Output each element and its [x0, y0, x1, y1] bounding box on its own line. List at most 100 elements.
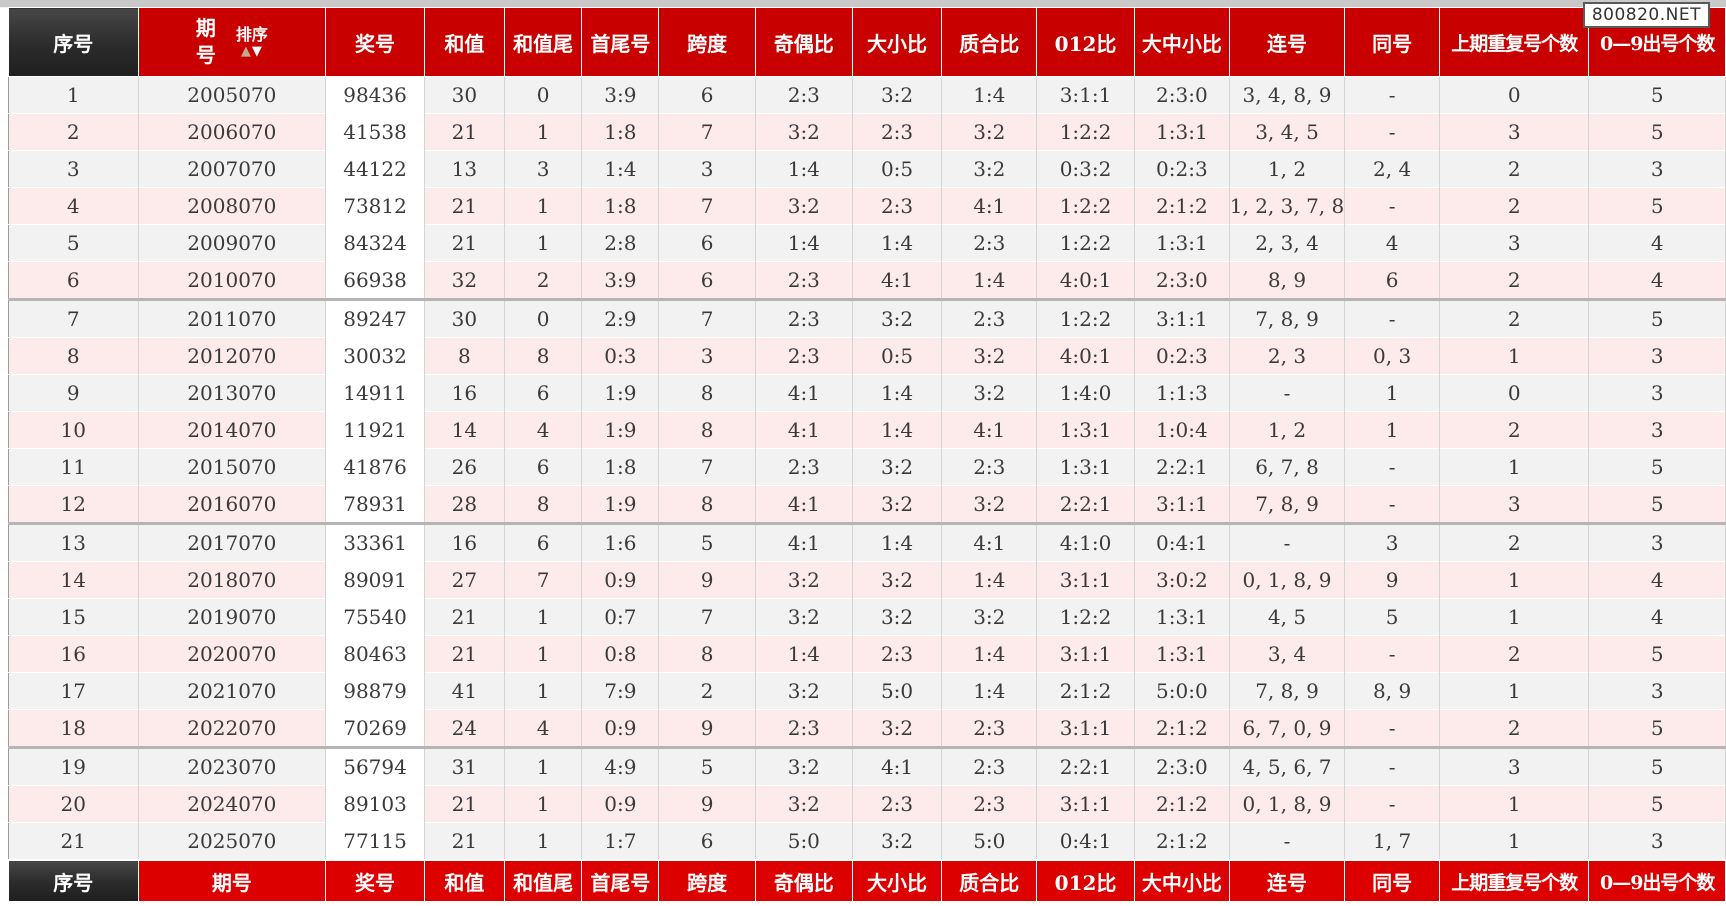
cell-tonghao: 4 [1344, 224, 1440, 262]
cell-kuadu: 7 [658, 448, 756, 486]
cell-daxiaobi: 2:3 [852, 187, 943, 225]
cell-jianghao: 33361 [325, 522, 425, 562]
cell-jianghao: 77115 [325, 822, 425, 860]
cell-chuhaogeshu: 3 [1588, 411, 1726, 449]
sort-descending-icon[interactable]: ▼ [251, 43, 263, 59]
cell-jioubi: 4:1 [755, 411, 853, 449]
header-row: 序号期号排序 ▲▼ 奖号 和值 和值尾 首尾号 跨度 奇偶比 大小比 质合比 012比 大中小比 连号同… [8, 7, 1726, 77]
cell-qihao: 2025070 [138, 822, 327, 860]
cell-shouweihao: 7:9 [581, 672, 660, 710]
footer-row: 序号 期号 奖号 和值 和值尾 首尾号 跨度 奇偶比 大小比 质合比 012比 大中小比 连号 同号 上期重… [8, 859, 1726, 902]
cell-lianhao: 3, 4, 5 [1229, 113, 1346, 151]
cell-jioubi: 1:4 [755, 224, 853, 262]
cell-daxiaobi: 3:2 [852, 485, 943, 524]
cell-lianhao: 7, 8, 9 [1229, 298, 1346, 338]
cell-tonghao: - [1344, 709, 1440, 748]
cell-zhihebi: 1:4 [941, 76, 1038, 114]
cell-qihao: 2010070 [138, 261, 327, 300]
cell-hezhiwei: 8 [504, 485, 583, 524]
cell-chuhaogeshu: 3 [1588, 374, 1726, 412]
cell-jianghao: 41538 [325, 113, 425, 151]
cell-lianhao: 4, 5 [1229, 598, 1346, 636]
cell-dazhongxiaobi: 1:3:1 [1134, 635, 1230, 673]
cell-kuadu: 3 [658, 150, 756, 188]
table-row: 18 2022070 70269 24 4 0:9 9 2:3 3:2 2:3 3:1:1 2:1:2… [8, 709, 1726, 748]
cell-hezhiwei: 8 [504, 337, 583, 375]
cell-qihao: 2011070 [138, 298, 327, 338]
sort-ascending-icon[interactable]: ▲ [240, 43, 252, 59]
table-header: 序号期号排序 ▲▼ 奖号 和值 和值尾 首尾号 跨度 奇偶比 大小比 质合比 012比 大中小比 连号同… [8, 7, 1726, 77]
cell-hezhiwei: 1 [504, 672, 583, 710]
cell-zhihebi: 3:2 [941, 113, 1038, 151]
cell-dazhongxiaobi: 3:0:2 [1134, 561, 1230, 599]
cell-daxiaobi: 4:1 [852, 746, 943, 786]
cell-jioubi: 3:2 [755, 598, 853, 636]
cell-hezhi: 21 [424, 635, 505, 673]
cell-chuhaogeshu: 3 [1588, 150, 1726, 188]
cell-dazhongxiaobi: 1:1:3 [1134, 374, 1230, 412]
cell-hezhiwei: 0 [504, 298, 583, 338]
cell-shangqichongfu: 1 [1439, 337, 1590, 375]
cell-chuhaogeshu: 3 [1588, 822, 1726, 860]
cell-hezhiwei: 1 [504, 598, 583, 636]
footer-header-dazhongxiaobi: 大中小比 [1133, 859, 1230, 902]
column-header-qihao[interactable]: 期号排序 ▲▼ [137, 7, 327, 77]
footer-header-kuadu: 跨度 [658, 859, 756, 902]
cell-lianhao: 8, 9 [1229, 261, 1346, 300]
cell-hezhiwei: 1 [504, 746, 583, 786]
column-header-daxiaobi: 大小比 [851, 7, 943, 77]
cell-hezhiwei: 2 [504, 261, 583, 300]
cell-qihao: 2016070 [138, 485, 327, 524]
cell-zhihebi: 3:2 [941, 150, 1038, 188]
cell-xuhao: 15 [8, 598, 139, 636]
cell-shangqichongfu: 2 [1439, 187, 1590, 225]
cell-kuadu: 9 [658, 785, 756, 823]
column-header-zhihebi: 质合比 [941, 7, 1038, 77]
cell-zhihebi: 5:0 [941, 822, 1038, 860]
cell-jioubi: 4:1 [755, 522, 853, 562]
cell-chuhaogeshu: 5 [1588, 485, 1726, 524]
cell-chuhaogeshu: 5 [1588, 187, 1726, 225]
cell-hezhi: 30 [424, 298, 505, 338]
cell-jioubi: 2:3 [755, 261, 853, 300]
cell-bi012: 4:0:1 [1036, 337, 1135, 375]
cell-tonghao: - [1344, 746, 1440, 786]
cell-hezhiwei: 1 [504, 635, 583, 673]
cell-qihao: 2009070 [138, 224, 327, 262]
cell-hezhi: 8 [424, 337, 505, 375]
cell-lianhao: 2, 3 [1229, 337, 1346, 375]
cell-tonghao: 5 [1344, 598, 1440, 636]
table-row: 11 2015070 41876 26 6 1:8 7 2:3 3:2 2:3 1:3:1 2:2:1… [8, 448, 1726, 486]
cell-chuhaogeshu: 5 [1588, 746, 1726, 786]
cell-lianhao: 7, 8, 9 [1229, 485, 1346, 524]
column-header-dazhongxiaobi: 大中小比 [1133, 7, 1230, 77]
cell-bi012: 3:1:1 [1036, 561, 1135, 599]
cell-chuhaogeshu: 4 [1588, 561, 1726, 599]
cell-bi012: 0:3:2 [1036, 150, 1135, 188]
cell-lianhao: 6, 7, 0, 9 [1229, 709, 1346, 748]
cell-xuhao: 3 [8, 150, 139, 188]
lottery-table: 序号期号排序 ▲▼ 奖号 和值 和值尾 首尾号 跨度 奇偶比 大小比 质合比 012比 大中小比 连号同… [8, 7, 1726, 902]
cell-jianghao: 44122 [325, 150, 425, 188]
cell-shangqichongfu: 3 [1439, 746, 1590, 786]
column-header-kuadu: 跨度 [658, 7, 756, 77]
cell-bi012: 3:1:1 [1036, 709, 1135, 748]
cell-jianghao: 78931 [325, 485, 425, 524]
cell-hezhi: 41 [424, 672, 505, 710]
cell-hezhiwei: 0 [504, 76, 583, 114]
cell-tonghao: 0, 3 [1344, 337, 1440, 375]
cell-qihao: 2012070 [138, 337, 327, 375]
cell-jianghao: 75540 [325, 598, 425, 636]
cell-kuadu: 2 [658, 672, 756, 710]
cell-dazhongxiaobi: 2:3:0 [1134, 746, 1230, 786]
cell-qihao: 2015070 [138, 448, 327, 486]
cell-jioubi: 2:3 [755, 709, 853, 748]
cell-daxiaobi: 3:2 [852, 448, 943, 486]
cell-dazhongxiaobi: 1:0:4 [1134, 411, 1230, 449]
cell-xuhao: 4 [8, 187, 139, 225]
sort-control[interactable]: 排序 ▲▼ [236, 26, 268, 59]
cell-daxiaobi: 1:4 [852, 411, 943, 449]
cell-shouweihao: 3:9 [581, 76, 660, 114]
cell-kuadu: 7 [658, 187, 756, 225]
